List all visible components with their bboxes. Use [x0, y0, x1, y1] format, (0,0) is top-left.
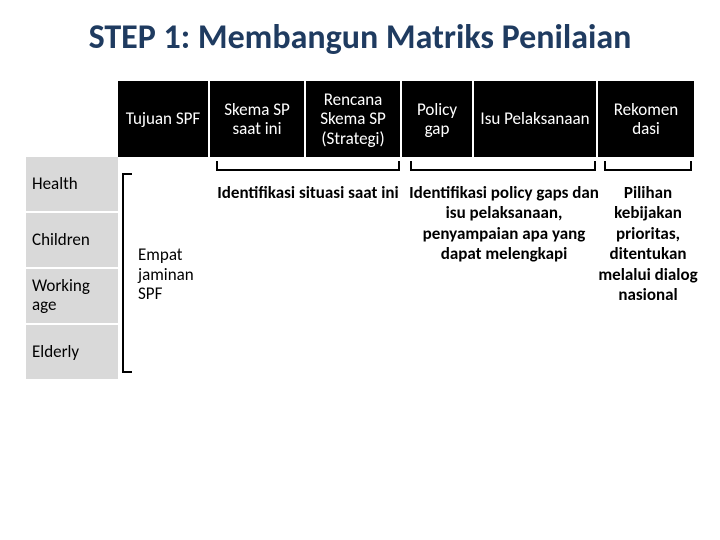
col-group-label-2: Identifikasi policy gaps dan isu pelaksa… [406, 183, 602, 265]
col-gap: Policy gap [402, 81, 474, 157]
col-group-label-3: Pilihan kebijakan prioritas, ditentukan … [598, 183, 698, 305]
row-working: Working age [26, 269, 118, 325]
matrix-header-row: Tujuan SPF Skema SP saat ini Rencana Ske… [26, 81, 694, 157]
col-rencana: Rencana Skema SP (Strategi) [306, 81, 402, 157]
col-rekom: Rekomen dasi [598, 81, 694, 157]
row-elderly: Elderly [26, 325, 118, 381]
row-group-label: Empat jaminan SPF [138, 245, 214, 304]
col-skema: Skema SP saat ini [210, 81, 306, 157]
row-group-brace [122, 173, 132, 373]
row-children: Children [26, 213, 118, 269]
row-health: Health [26, 157, 118, 213]
slide-title: STEP 1: Membangun Matriks Penilaian [26, 18, 694, 57]
assessment-matrix: Tujuan SPF Skema SP saat ini Rencana Ske… [26, 81, 694, 381]
col-group-brace-2 [410, 161, 596, 171]
col-group-brace-1 [216, 161, 400, 171]
col-isu: Isu Pelaksanaan [474, 81, 598, 157]
col-group-brace-3 [604, 161, 692, 171]
col-group-label-1: Identifikasi situasi saat ini [216, 183, 400, 203]
header-blank [26, 81, 118, 157]
col-tujuan: Tujuan SPF [118, 81, 210, 157]
